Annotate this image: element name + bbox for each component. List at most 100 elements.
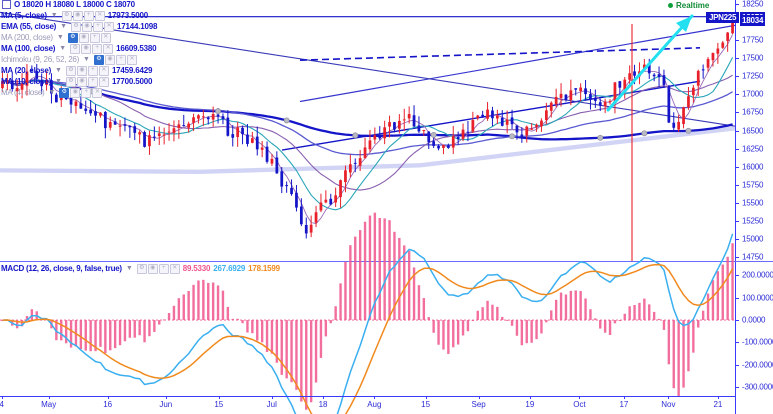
time-axis-tick <box>271 396 273 399</box>
price-chart-panel[interactable]: 18250 17750 17500 17250 17000 16750 16500 16250… <box>0 0 773 262</box>
legend-buttons[interactable]: ⚙ ◉ + ✕ <box>93 54 137 65</box>
close-x-icon[interactable]: ✕ <box>126 54 137 65</box>
settings-gear-icon[interactable]: ⚙ <box>65 65 76 76</box>
add-plus-icon[interactable]: + <box>87 65 98 76</box>
visibility-eye-icon[interactable]: ◉ <box>70 87 81 98</box>
legend-buttons[interactable]: ⚙ ◉ + ✕ <box>70 43 114 54</box>
price-axis-label: 16000 <box>742 162 764 172</box>
visibility-eye-icon[interactable]: ◉ <box>72 10 83 21</box>
time-axis-label[interactable]: Oct <box>573 400 586 409</box>
add-plus-icon[interactable]: + <box>158 263 169 274</box>
legend-buttons[interactable]: ⚙ ◉ + ✕ <box>61 10 105 21</box>
visibility-eye-icon[interactable]: ◉ <box>78 32 89 43</box>
legend-buttons[interactable]: ⚙ ◉ + ✕ <box>71 21 115 32</box>
chevron-down-icon[interactable]: ▼ <box>83 56 90 63</box>
close-x-icon[interactable]: ✕ <box>94 10 105 21</box>
chevron-down-icon[interactable]: ▼ <box>50 12 58 19</box>
add-plus-icon[interactable]: + <box>81 87 92 98</box>
price-axis-label: 15000 <box>742 234 764 244</box>
time-axis[interactable]: 4 May 16 Jun 15 Jul 18 Aug 15 Sep 19 Oct 17 Nov 21 <box>0 396 735 414</box>
time-axis-label[interactable]: Aug <box>367 400 382 409</box>
settings-gear-icon[interactable]: ⚙ <box>71 21 82 32</box>
close-x-icon[interactable]: ✕ <box>98 76 109 87</box>
chevron-down-icon[interactable]: ▼ <box>60 23 68 30</box>
legend-indicator-name: MA (20, close) <box>1 66 51 75</box>
legend-indicator-value: 17144.1098 <box>117 22 158 31</box>
price-chart-canvas <box>0 11 736 261</box>
settings-gear-icon[interactable]: ⚙ <box>136 263 147 274</box>
visibility-eye-icon[interactable]: ◉ <box>104 54 115 65</box>
close-x-icon[interactable]: ✕ <box>100 32 111 43</box>
add-plus-icon[interactable]: + <box>115 54 126 65</box>
legend-row[interactable]: EMA (55, close) ▼ ⚙ ◉ + ✕ 17144.1098 <box>1 21 158 32</box>
legend-row[interactable]: MA (100, close) ▼ ⚙ ◉ + ✕ 16609.5380 <box>1 43 157 54</box>
add-plus-icon[interactable]: + <box>89 32 100 43</box>
chevron-down-icon[interactable]: ▼ <box>55 78 62 85</box>
time-axis-label[interactable]: 17 <box>619 400 629 409</box>
close-x-icon[interactable]: ✕ <box>103 43 114 54</box>
settings-gear-icon[interactable]: ⚙ <box>59 87 70 98</box>
visibility-eye-icon[interactable]: ◉ <box>82 21 93 32</box>
add-plus-icon[interactable]: + <box>83 10 94 21</box>
price-axis-label: 17250 <box>742 71 764 81</box>
macd-axis-tick <box>735 342 739 344</box>
time-axis-label[interactable]: Jun <box>159 400 173 409</box>
macd-indicator-legend[interactable]: MACD (12, 26, close, 9, false, true) ▼ ⚙… <box>1 263 280 274</box>
macd-signal-value: 178.1599 <box>248 264 280 273</box>
chevron-down-icon[interactable]: ▼ <box>59 45 67 52</box>
settings-gear-icon[interactable]: ⚙ <box>65 76 76 87</box>
visibility-eye-icon[interactable]: ◉ <box>81 43 92 54</box>
price-axis-tick <box>735 94 739 96</box>
settings-gear-icon[interactable]: ⚙ <box>67 32 78 43</box>
add-plus-icon[interactable]: + <box>87 76 98 87</box>
realtime-dot-icon <box>668 3 673 8</box>
chevron-down-icon[interactable]: ▼ <box>56 34 64 41</box>
macd-axis-tick <box>735 275 739 277</box>
add-plus-icon[interactable]: + <box>92 43 103 54</box>
add-plus-icon[interactable]: + <box>93 21 104 32</box>
time-axis-label[interactable]: Jul <box>266 400 277 409</box>
legend-row[interactable]: MA (10, close) ▼ ⚙ ◉ + ✕ 17700.5000 <box>1 76 152 87</box>
bid-price-tag: 18034 <box>740 15 766 27</box>
time-axis-label[interactable]: 19 <box>525 400 535 409</box>
legend-buttons[interactable]: ⚙ ◉ + ✕ <box>67 32 111 43</box>
chevron-down-icon[interactable]: ▼ <box>48 89 56 96</box>
visibility-eye-icon[interactable]: ◉ <box>76 65 87 76</box>
time-axis-label[interactable]: 15 <box>421 400 431 409</box>
legend-buttons[interactable]: ⚙ ◉ + ✕ <box>65 76 109 87</box>
macd-axis-tick <box>735 320 739 322</box>
time-axis-label[interactable]: Nov <box>661 400 676 409</box>
close-x-icon[interactable]: ✕ <box>92 87 103 98</box>
macd-panel[interactable]: 200.0000 100.0000 0.0000 -100.0000 -200.0000… <box>0 212 773 414</box>
price-axis-tick <box>735 166 739 168</box>
macd-axis-tick <box>735 364 739 366</box>
legend-row[interactable]: Ichimoku (9, 26, 52, 26) ▼ ⚙ ◉ + ✕ <box>1 54 137 65</box>
time-axis-label[interactable]: 15 <box>214 400 224 409</box>
time-axis-label[interactable]: 18 <box>318 400 328 409</box>
time-axis-label[interactable]: 16 <box>103 400 113 409</box>
chevron-down-icon[interactable]: ▼ <box>55 67 62 74</box>
settings-gear-icon[interactable]: ⚙ <box>70 43 81 54</box>
macd-legend-buttons[interactable]: ⚙ ◉ + ✕ <box>136 263 180 274</box>
legend-row[interactable]: MA (4, close) ▼ ⚙ ◉ + ✕ <box>1 87 103 98</box>
legend-row[interactable]: MA (5, close) ▼ ⚙ ◉ + ✕ 17973.5000 <box>1 10 148 21</box>
time-axis-label[interactable]: May <box>41 400 57 409</box>
legend-buttons[interactable]: ⚙ ◉ + ✕ <box>59 87 103 98</box>
legend-row[interactable]: MA (20, close) ▼ ⚙ ◉ + ✕ 17459.6429 <box>1 65 152 76</box>
time-axis-label[interactable]: 21 <box>713 400 723 409</box>
pivot-marker <box>597 134 604 141</box>
close-x-icon[interactable]: ✕ <box>104 21 115 32</box>
visibility-eye-icon[interactable]: ◉ <box>76 76 87 87</box>
time-axis-label[interactable]: 4 <box>0 400 4 409</box>
legend-row[interactable]: MA (200, close) ▼ ⚙ ◉ + ✕ <box>1 32 111 43</box>
settings-gear-icon[interactable]: ⚙ <box>93 54 104 65</box>
visibility-eye-icon[interactable]: ◉ <box>147 263 158 274</box>
chevron-down-icon[interactable]: ▼ <box>125 265 133 272</box>
macd-axis-label: -300.0000 <box>742 382 773 392</box>
legend-buttons[interactable]: ⚙ ◉ + ✕ <box>65 65 109 76</box>
close-x-icon[interactable]: ✕ <box>169 263 180 274</box>
ichimoku-cloud <box>0 126 735 174</box>
time-axis-label[interactable]: Sep <box>471 400 486 409</box>
close-x-icon[interactable]: ✕ <box>98 65 109 76</box>
settings-gear-icon[interactable]: ⚙ <box>61 10 72 21</box>
